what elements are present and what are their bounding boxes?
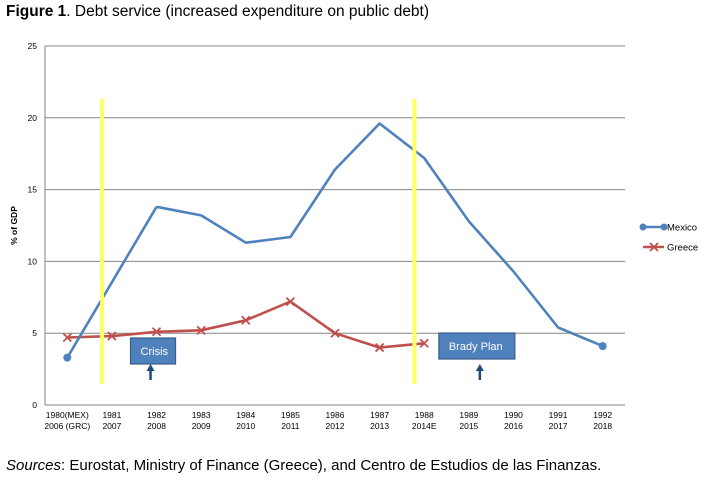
legend-marker-mexico [639,223,647,231]
data-point-greece [62,332,72,343]
data-point-greece [285,296,296,307]
annotation-label: Crisis [141,346,169,358]
x-tick-label: 1981 [102,410,121,420]
x-tick-label: 2016 [504,421,523,431]
x-tick-label: 1988 [415,410,434,420]
y-axis-label: % of GDP [9,206,19,245]
x-tick-label: 2006 (GRC) [44,421,90,431]
data-point-mexico [598,342,607,351]
legend-marker-greece [649,242,659,252]
figure-title: Figure 1. Debt service (increased expend… [6,3,429,21]
series-line-greece [67,300,425,349]
data-point-greece [330,328,340,338]
data-point-greece [241,315,251,325]
x-tick-label: 2010 [236,421,255,431]
x-tick-label: 2017 [549,421,568,431]
x-tick-label: 1991 [549,410,568,420]
x-tick-label: 2013 [370,421,389,431]
x-tick-label: 1982 [147,410,166,420]
annotation-box [129,337,177,365]
series-line-mexico [156,122,604,348]
x-tick-label: 1990 [504,410,523,420]
sources-note: Sources: Eurostat, Ministry of Finance (… [6,457,601,474]
x-tick-label: 2018 [593,421,612,431]
data-point-greece [374,342,385,353]
y-tick-label: 10 [28,256,38,266]
x-tick-label: 1984 [236,410,255,420]
y-tick-label: 5 [32,328,37,338]
x-tick-label: 2012 [326,421,345,431]
figure-label: Figure 1 [6,3,67,20]
legend-marker-mexico [660,223,668,231]
annotation-arrowhead [146,364,155,371]
data-point-greece [196,325,206,335]
legend-label-mexico: Mexico [667,223,697,234]
data-point-greece [419,338,429,348]
x-tick-label: 2011 [281,421,300,431]
x-tick-label: 1989 [459,410,478,420]
annotation-arrowhead [475,364,484,371]
annotation-box [438,332,516,360]
x-tick-label: 2015 [459,421,478,431]
y-tick-label: 20 [28,113,38,123]
x-tick-label: 1992 [593,410,612,420]
data-point-mexico [63,353,72,362]
x-tick-label: 2007 [102,421,121,431]
x-tick-label: 1980(MEX) [46,410,89,420]
sources-text: : Eurostat, Ministry of Finance (Greece)… [61,457,602,474]
y-tick-label: 0 [32,400,37,410]
y-tick-label: 25 [28,41,38,51]
data-point-greece [151,327,162,337]
figure-caption: . Debt service (increased expenditure on… [66,3,430,20]
x-tick-label: 1987 [370,410,389,420]
annotation-label: Brady Plan [449,341,503,353]
x-tick-label: 2014E [412,421,437,431]
series-line-mexico-bridge [66,206,158,359]
data-point-greece [107,331,117,341]
x-tick-label: 1985 [281,410,300,420]
x-tick-label: 1986 [326,410,345,420]
legend-label-greece: Greece [667,243,698,254]
x-tick-label: 1983 [192,410,211,420]
y-tick-label: 15 [28,185,38,195]
sources-label: Sources [6,457,62,474]
x-tick-label: 2009 [192,421,211,431]
x-tick-label: 2008 [147,421,166,431]
